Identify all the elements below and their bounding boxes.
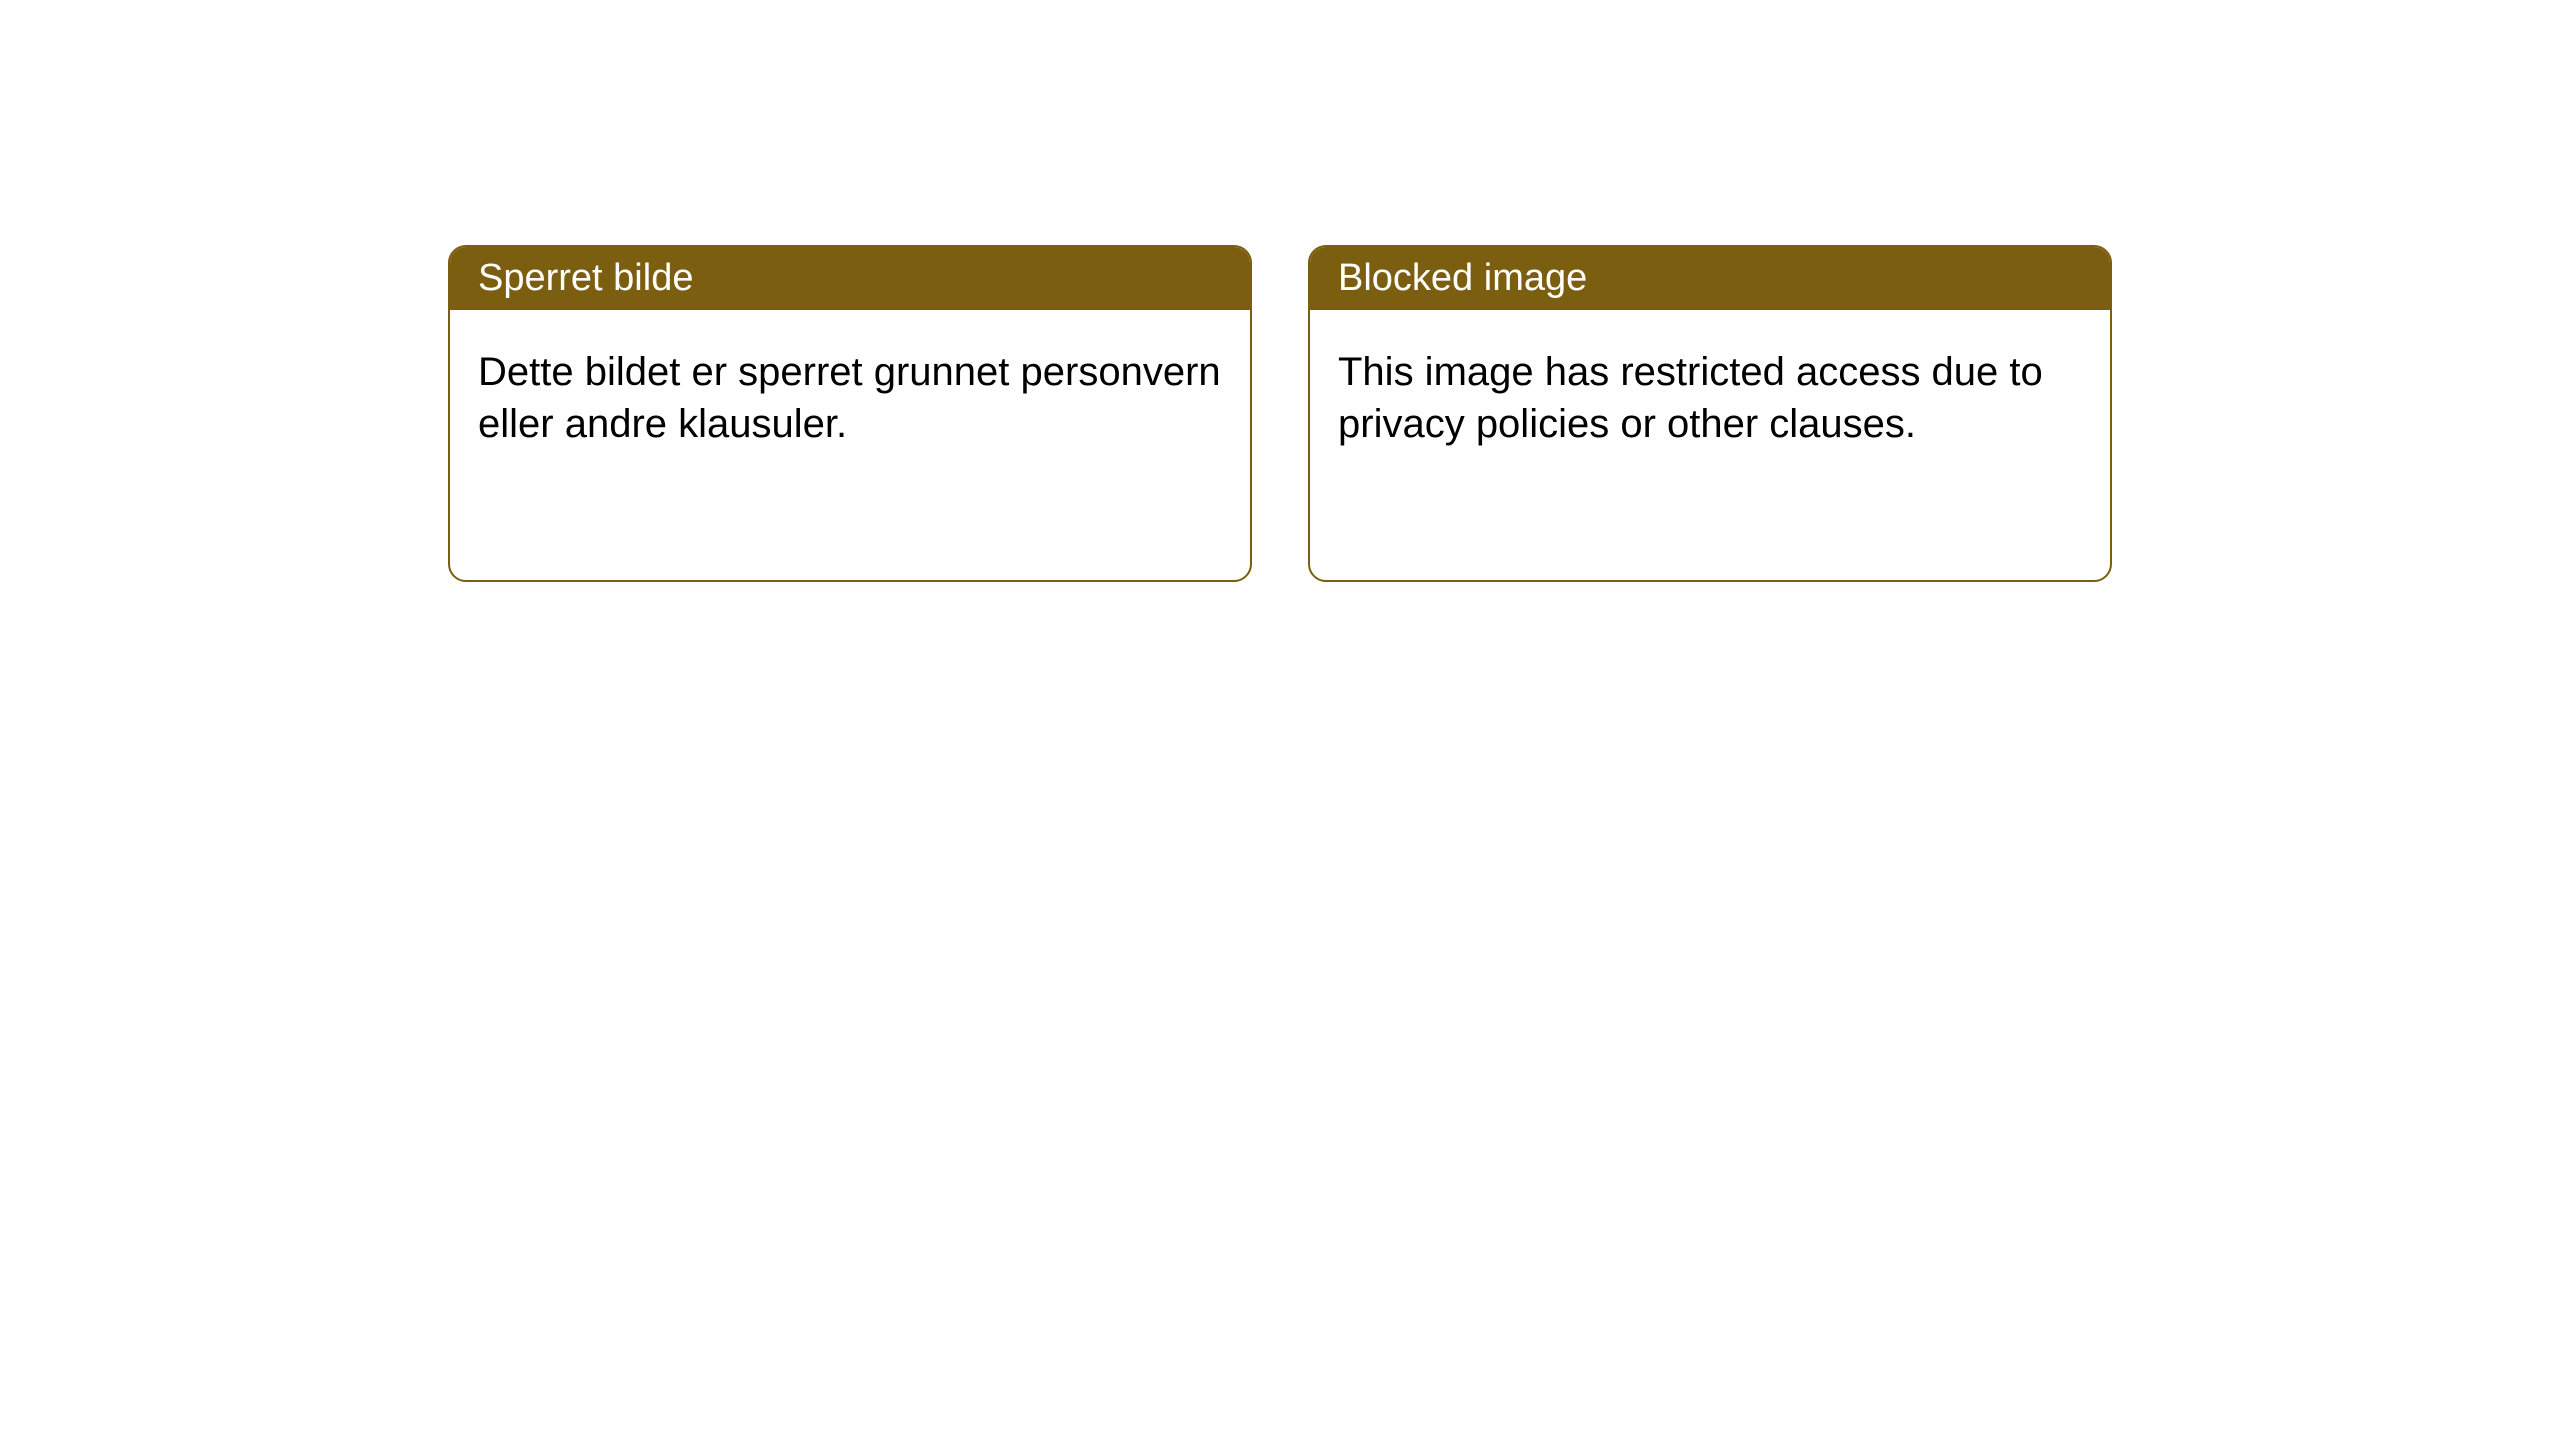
notice-container: Sperret bilde Dette bildet er sperret gr… [448,245,2112,582]
card-title-norwegian: Sperret bilde [478,257,693,299]
blocked-image-card-english: Blocked image This image has restricted … [1308,245,2112,582]
card-header-norwegian: Sperret bilde [450,247,1250,310]
card-body-norwegian: Dette bildet er sperret grunnet personve… [450,310,1250,486]
blocked-image-card-norwegian: Sperret bilde Dette bildet er sperret gr… [448,245,1252,582]
card-body-english: This image has restricted access due to … [1310,310,2110,486]
card-header-english: Blocked image [1310,247,2110,310]
card-message-norwegian: Dette bildet er sperret grunnet personve… [478,350,1221,446]
card-title-english: Blocked image [1338,257,1587,299]
card-message-english: This image has restricted access due to … [1338,350,2043,446]
